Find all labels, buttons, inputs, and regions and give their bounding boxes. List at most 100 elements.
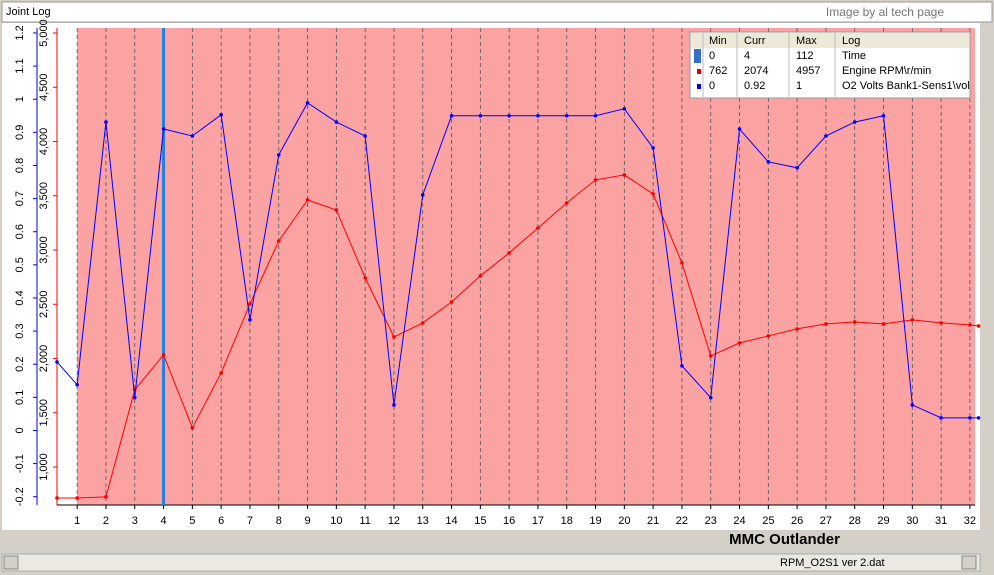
x-tick-label: 12 [388,515,400,527]
x-tick-label: 28 [849,515,861,527]
table-cell: 0 [709,80,715,92]
point [190,134,195,138]
point [276,153,281,157]
series-line [57,174,979,499]
window-title: Joint Log [6,6,51,18]
point [248,318,252,322]
x-tick-label: 10 [330,515,342,527]
point [852,320,857,324]
scrollbar[interactable] [1,553,981,572]
watermark: Image by al tech page [826,5,944,19]
x-tick-label: 6 [218,515,224,527]
point [55,360,59,364]
y2-tick-label: 4,000 [38,128,50,156]
x-tick-label: 26 [791,515,803,527]
y-tick-label: 1 [14,96,26,102]
point [680,364,684,368]
table-swatch [697,69,701,74]
title-bar [1,1,993,23]
x-tick-label: 16 [503,515,515,527]
table-header: Max [796,35,817,47]
y-tick-label: 0.5 [14,257,26,272]
table-header-bg [691,33,969,48]
x-tick-label: 17 [532,515,544,527]
x-tick-label: 3 [132,515,138,527]
point [881,322,886,326]
x-tick-label: 7 [247,515,253,527]
table-cell: 1 [796,80,802,92]
y2-tick-label: 1,500 [38,399,50,427]
y2-tick-label: 4,500 [38,73,50,101]
x-tick-label: 5 [189,515,195,527]
x-tick-label: 27 [820,515,832,527]
table-swatch [697,84,701,89]
point [507,113,511,118]
point [737,127,742,131]
point [976,324,981,328]
point [449,113,454,118]
point [104,495,108,499]
point [392,403,396,407]
y-tick-label: 0.9 [14,125,26,140]
table-header: Log [842,35,860,47]
scroll-left[interactable] [3,555,19,570]
x-tick-label: 1 [74,515,80,527]
plot-shade [77,28,975,505]
x-tick-label: 25 [762,515,774,527]
point [795,327,799,331]
x-tick-label: 24 [733,515,745,527]
x-tick-label: 32 [964,515,976,527]
x-tick-label: 8 [276,515,282,527]
table-cell: 4957 [796,65,820,77]
point [478,113,483,118]
point [219,112,223,117]
y-tick-label: -0.2 [14,487,26,506]
point [507,251,511,255]
point [976,416,981,420]
y2-tick-label: 2,500 [38,290,50,318]
x-tick-label: 14 [445,515,457,527]
x-tick-label: 20 [618,515,630,527]
point [363,276,367,280]
point [593,113,598,118]
point [75,496,79,500]
point [132,395,137,400]
x-tick-label: 11 [359,515,370,527]
point [190,426,195,430]
table-header: Min [709,35,727,47]
point [392,335,396,339]
y-tick-label: 0.2 [14,357,26,372]
scroll-right[interactable] [961,555,977,570]
vehicle-name: MMC Outlander [729,531,840,548]
point [564,113,569,118]
x-tick-label: 31 [935,515,947,527]
point [824,322,828,326]
point [622,107,627,111]
point [104,120,108,124]
x-tick-label: 15 [474,515,486,527]
point [737,341,742,345]
table-cell: 4 [744,50,750,62]
point [968,416,972,420]
point [708,395,713,400]
x-tick-label: 22 [676,515,688,527]
x-tick-label: 4 [160,515,166,527]
y2-tick-label: 3,500 [38,182,50,210]
x-tick-label: 30 [906,515,918,527]
point [161,127,166,131]
point [305,101,310,105]
table-cell: Time [842,50,866,62]
y2-tick-label: 2,000 [38,345,50,373]
x-tick-label: 29 [877,515,889,527]
point [651,192,655,196]
y2-tick-label: 3,000 [38,236,50,264]
table-header: Curr [744,35,766,47]
table-swatch [694,49,701,63]
y-tick-label: 0.8 [14,158,26,173]
point [478,274,483,278]
point [680,261,684,265]
point [305,198,310,202]
point [708,354,713,358]
x-tick-label: 19 [589,515,601,527]
